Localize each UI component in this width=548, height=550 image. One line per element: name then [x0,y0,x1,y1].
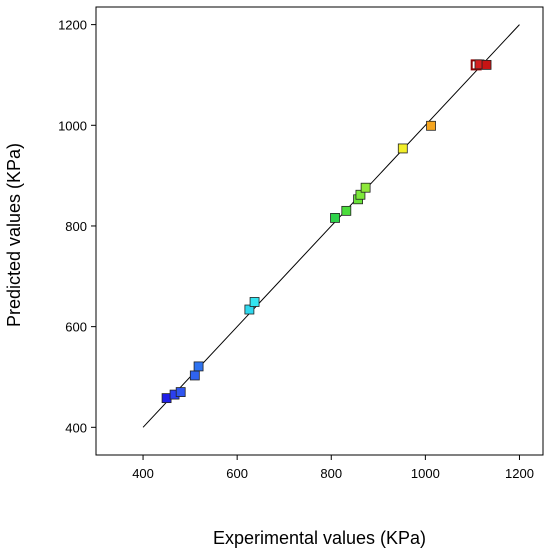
y-axis-ticks: 400 600 800 1000 1200 [58,18,96,435]
y-tick-label: 600 [65,320,87,335]
y-tick-label: 400 [65,420,87,435]
plot-area-frame [95,6,544,456]
x-axis-title: Experimental values (KPa) [213,528,426,548]
y-tick-label: 800 [65,219,87,234]
reference-line-layer [142,24,520,428]
y-tick-label: 1000 [58,118,87,133]
data-point [175,387,186,397]
x-axis-ticks: 400 600 800 1000 1200 [132,455,534,481]
data-point [426,120,436,131]
data-point [481,59,492,70]
data-points-layer [161,59,492,404]
data-point [355,189,366,200]
x-tick-label: 400 [132,466,154,481]
x-tick-label: 800 [320,466,342,481]
data-point [249,297,260,307]
data-point [193,361,204,372]
data-point [360,182,371,193]
reference-line [142,24,520,428]
x-tick-label: 1000 [411,466,440,481]
x-tick-label: 1200 [505,466,534,481]
x-tick-label: 600 [226,466,248,481]
y-tick-label: 1200 [58,18,87,33]
data-point [341,205,352,216]
y-axis-title: Predicted values (KPa) [4,143,24,327]
data-point [244,304,255,315]
data-point [189,370,200,381]
data-point [397,143,408,154]
data-point [330,213,340,223]
